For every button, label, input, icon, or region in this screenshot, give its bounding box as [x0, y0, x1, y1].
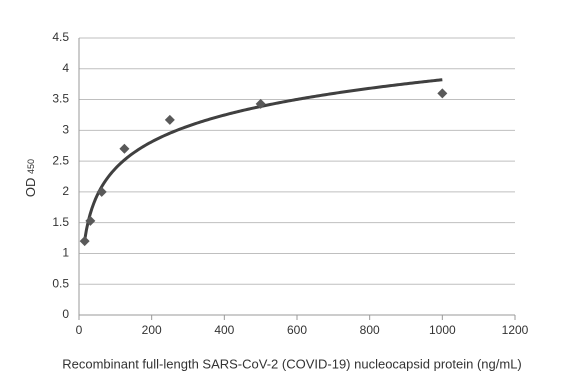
y-tick-label: 2.5: [52, 153, 69, 167]
y-tick-label: 4.5: [52, 30, 69, 44]
y-axis-label: OD 450: [23, 159, 38, 197]
point: [164, 114, 175, 125]
y-tick-label: 1: [62, 246, 69, 260]
point: [119, 143, 130, 154]
x-tick-label: 400: [214, 323, 234, 337]
y-axis-label-main: OD: [23, 178, 38, 198]
x-tick-label: 0: [76, 323, 83, 337]
x-tick-label: 1200: [502, 323, 529, 337]
y-tick-label: 2: [62, 184, 69, 198]
x-tick-label: 1000: [429, 323, 456, 337]
x-tick-label: 800: [360, 323, 380, 337]
y-tick-label: 0.5: [52, 276, 69, 290]
point: [96, 186, 107, 197]
y-axis-label-subscript: 450: [26, 159, 36, 174]
x-tick-label: 600: [287, 323, 307, 337]
y-tick-label: 3.5: [52, 92, 69, 106]
y-tick-label: 1.5: [52, 215, 69, 229]
y-tick-label: 0: [62, 307, 69, 321]
x-axis-label: Recombinant full-length SARS-CoV-2 (COVI…: [62, 356, 522, 371]
x-tick-label: 200: [142, 323, 162, 337]
point: [79, 236, 90, 247]
point: [85, 215, 96, 226]
y-tick-label: 3: [62, 123, 69, 137]
y-tick-label: 4: [62, 61, 69, 75]
point: [437, 88, 448, 99]
point: [255, 98, 266, 109]
